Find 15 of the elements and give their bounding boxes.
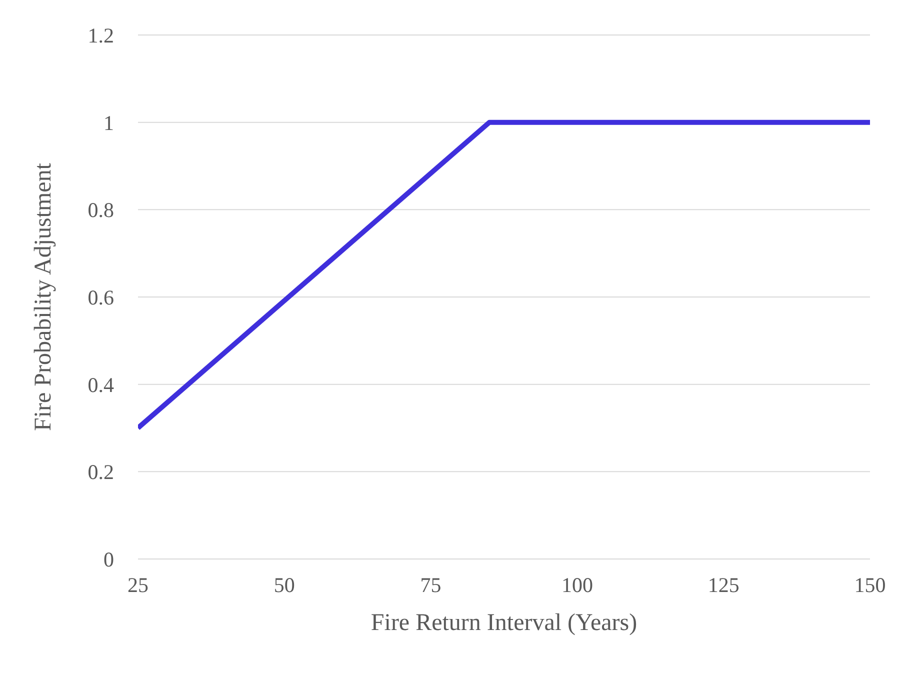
x-axis-title: Fire Return Interval (Years) — [370, 610, 638, 636]
x-tick-label: 50 — [274, 572, 295, 597]
y-axis-title: Fire Probability Adjustment — [30, 162, 57, 431]
y-tick-label: 1 — [104, 110, 114, 135]
x-tick-label: 125 — [708, 572, 740, 597]
y-tick-label: 0.4 — [88, 372, 114, 397]
y-tick-label: 0.2 — [88, 460, 114, 484]
y-tick-label: 0 — [104, 547, 114, 572]
y-tick-label: 0.8 — [88, 198, 114, 222]
y-tick-label: 1.2 — [88, 23, 114, 48]
x-tick-label: 100 — [561, 572, 593, 597]
x-tick-label: 25 — [128, 572, 148, 597]
y-tick-label: 0.6 — [88, 285, 114, 310]
x-tick-label: 150 — [854, 572, 886, 597]
x-tick-label: 75 — [420, 572, 442, 597]
